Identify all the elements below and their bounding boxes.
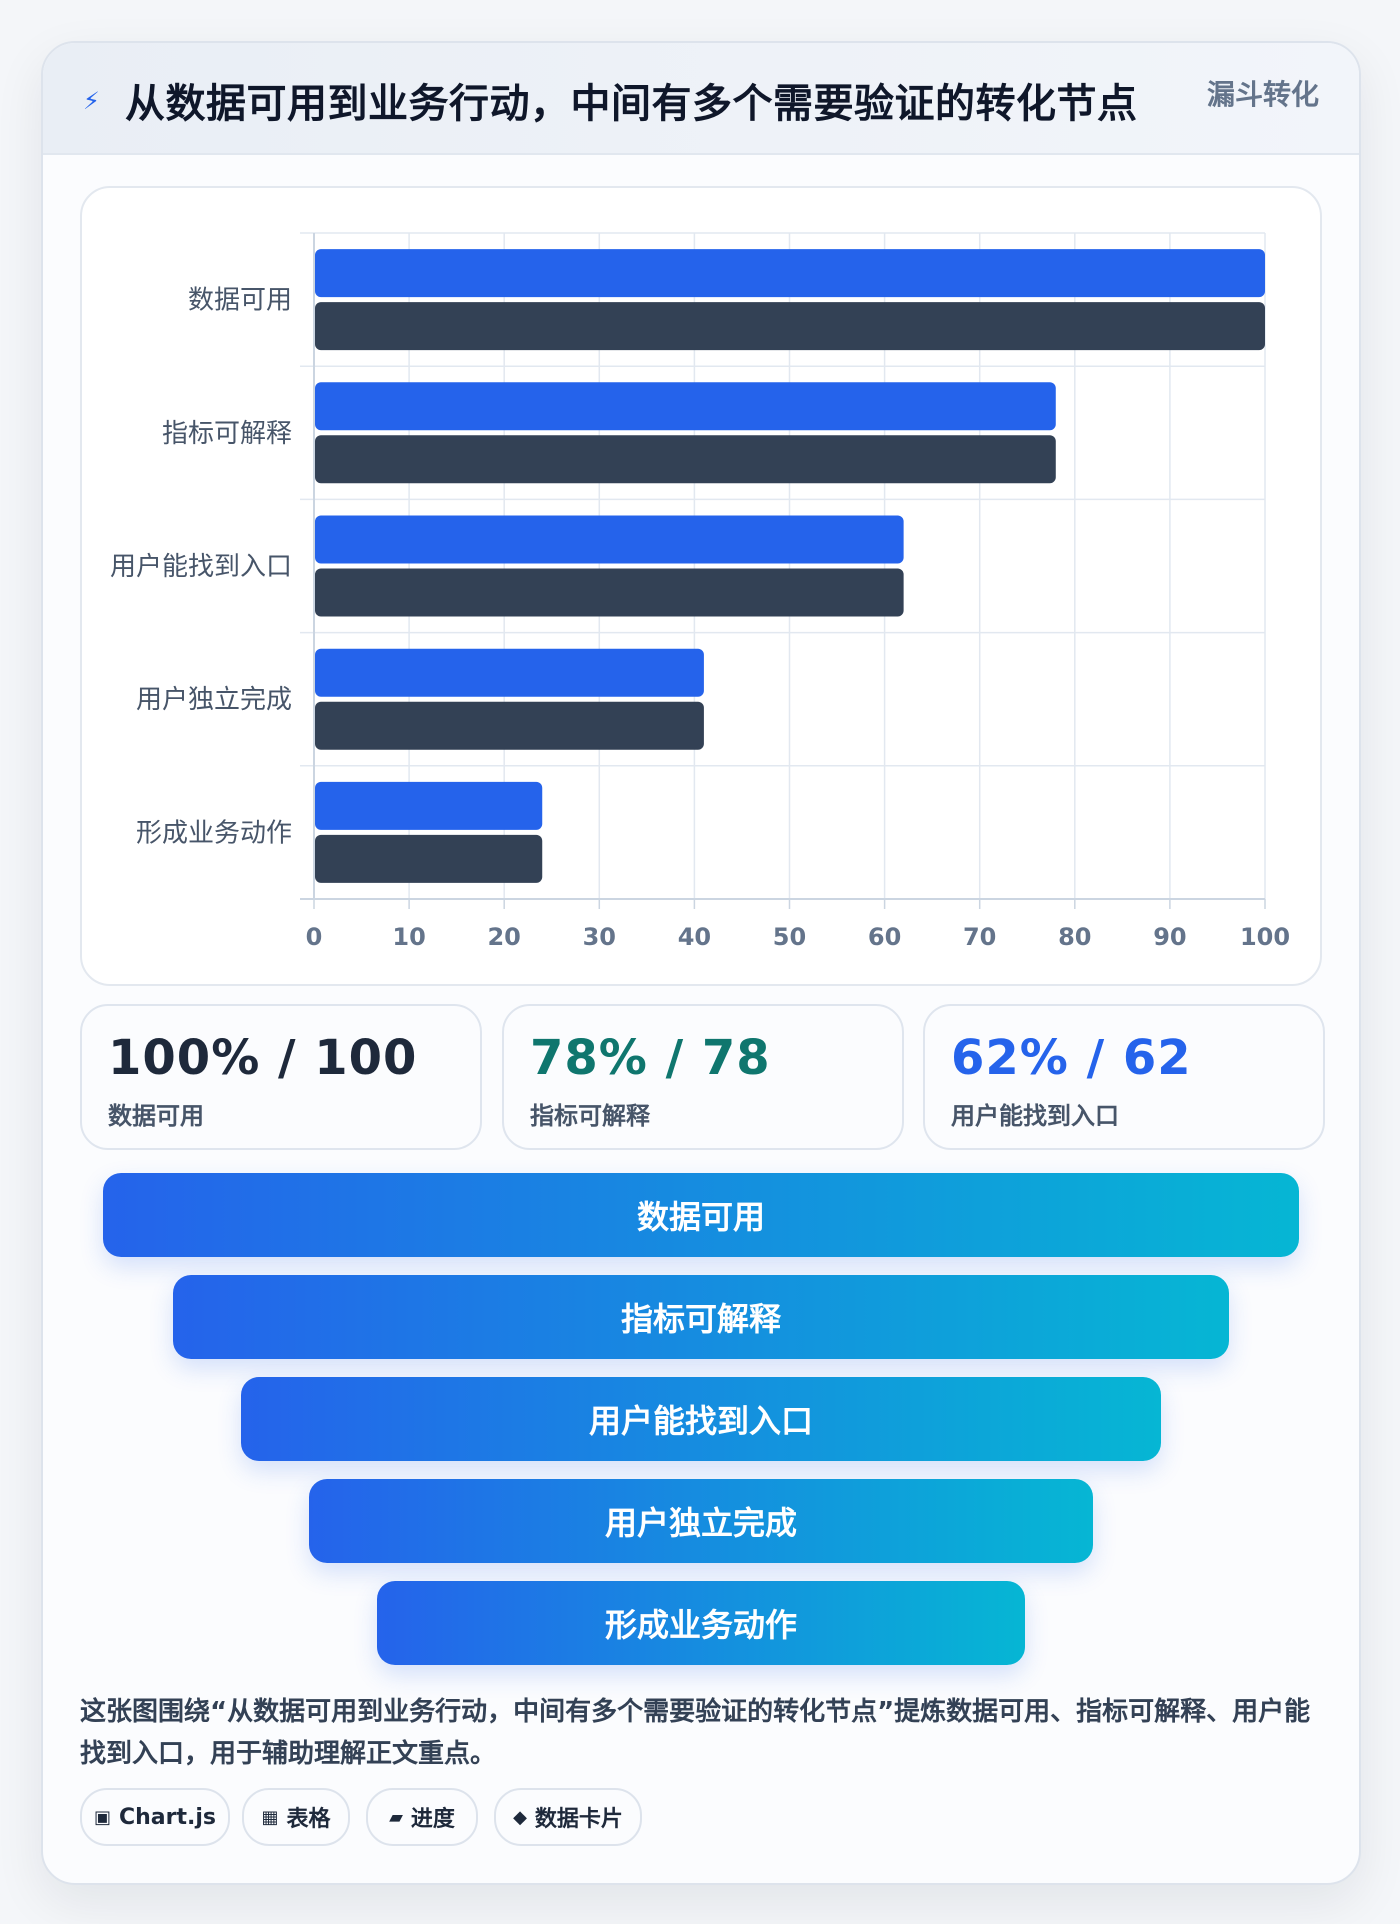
y-tick-label: 用户能找到入口 bbox=[110, 552, 292, 582]
chip-label: 数据卡片 bbox=[534, 1807, 623, 1832]
bar bbox=[315, 515, 904, 564]
stat-label: 数据可用 bbox=[108, 1102, 204, 1130]
stat-label: 用户能找到入口 bbox=[951, 1102, 1119, 1130]
card-header: ⚡ 从数据可用到业务行动，中间有多个需要验证的转化节点 漏斗转化 bbox=[43, 43, 1359, 155]
x-tick-label: 20 bbox=[487, 923, 520, 951]
x-tick-label: 0 bbox=[306, 923, 323, 951]
bar bbox=[315, 435, 1056, 484]
funnel-stage: 形成业务动作 bbox=[377, 1581, 1025, 1665]
funnel-stage-label: 形成业务动作 bbox=[604, 1606, 797, 1644]
chart-panel: 0 10 20 30 40 50 60 70 80 90 100 数据可用指标可解释用户能找到入口用户… bbox=[80, 186, 1322, 986]
funnel-stage-label: 指标可解释 bbox=[620, 1300, 781, 1338]
bar bbox=[315, 781, 543, 830]
x-tick-label: 10 bbox=[392, 923, 425, 951]
stat-value: 62% / 62 bbox=[951, 1030, 1192, 1086]
tag-chip-progress[interactable]: ▰ 进度 bbox=[366, 1788, 478, 1846]
x-tick-label: 70 bbox=[963, 923, 996, 951]
summary-text: 这张图围绕“从数据可用到业务行动，中间有多个需要验证的转化节点”提炼数据可用、指… bbox=[80, 1697, 1311, 1769]
funnel-stage: 指标可解释 bbox=[173, 1275, 1229, 1359]
x-tick-label: 90 bbox=[1153, 923, 1186, 951]
y-tick-label: 用户独立完成 bbox=[136, 685, 292, 715]
funnel-stage: 数据可用 bbox=[103, 1173, 1299, 1257]
bar bbox=[315, 568, 904, 617]
y-tick-label: 指标可解释 bbox=[162, 419, 292, 449]
progress-icon: ▰ bbox=[389, 1806, 403, 1828]
bar bbox=[315, 701, 704, 750]
x-tick-label: 50 bbox=[773, 923, 806, 951]
stat-value: 78% / 78 bbox=[530, 1030, 771, 1086]
funnel-stage-label: 用户能找到入口 bbox=[588, 1402, 813, 1440]
x-tick-label: 100 bbox=[1240, 923, 1290, 951]
diamond-icon: ◆ bbox=[513, 1806, 527, 1828]
stat-card: 78% / 78 指标可解释 bbox=[502, 1004, 904, 1150]
bar bbox=[315, 249, 1265, 298]
table-icon: ▦ bbox=[261, 1806, 279, 1828]
funnel-stage: 用户能找到入口 bbox=[241, 1377, 1161, 1461]
x-tick-label: 80 bbox=[1058, 923, 1091, 951]
stat-card: 62% / 62 用户能找到入口 bbox=[923, 1004, 1325, 1150]
y-tick-label: 形成业务动作 bbox=[136, 818, 292, 848]
funnel-stage-label: 用户独立完成 bbox=[604, 1504, 797, 1542]
stat-label: 指标可解释 bbox=[530, 1102, 650, 1130]
stat-card: 100% / 100 数据可用 bbox=[80, 1004, 482, 1150]
tag-chip-data-card[interactable]: ◆ 数据卡片 bbox=[494, 1788, 642, 1846]
bar bbox=[315, 834, 543, 883]
x-tick-label: 40 bbox=[678, 923, 711, 951]
x-tick-label: 60 bbox=[868, 923, 901, 951]
tag-chip-chartjs[interactable]: ▣ Chart.js bbox=[80, 1788, 230, 1846]
card-tag: 漏斗转化 bbox=[1206, 78, 1319, 111]
bar-chart: 0 10 20 30 40 50 60 70 80 90 100 数据可用指标可解释用户能找到入口用户… bbox=[110, 232, 1290, 951]
chart-icon: ▣ bbox=[93, 1806, 111, 1828]
funnel-stage: 用户独立完成 bbox=[309, 1479, 1093, 1563]
card-title: 从数据可用到业务行动，中间有多个需要验证的转化节点 bbox=[125, 81, 1138, 127]
chart-card: ⚡ 从数据可用到业务行动，中间有多个需要验证的转化节点 漏斗转化 0 10 20 30… bbox=[41, 41, 1361, 1885]
chip-label: 进度 bbox=[410, 1807, 455, 1832]
chip-label: Chart.js bbox=[119, 1804, 217, 1830]
x-tick-label: 30 bbox=[583, 923, 616, 951]
y-tick-label: 数据可用 bbox=[188, 286, 292, 316]
stat-value: 100% / 100 bbox=[108, 1030, 418, 1086]
funnel-stage-label: 数据可用 bbox=[636, 1198, 765, 1236]
bar bbox=[315, 648, 704, 697]
chip-label: 表格 bbox=[286, 1807, 331, 1832]
lightning-icon: ⚡ bbox=[83, 87, 100, 115]
bar bbox=[315, 302, 1265, 351]
bar bbox=[315, 382, 1056, 431]
tag-chip-table[interactable]: ▦ 表格 bbox=[242, 1788, 350, 1846]
